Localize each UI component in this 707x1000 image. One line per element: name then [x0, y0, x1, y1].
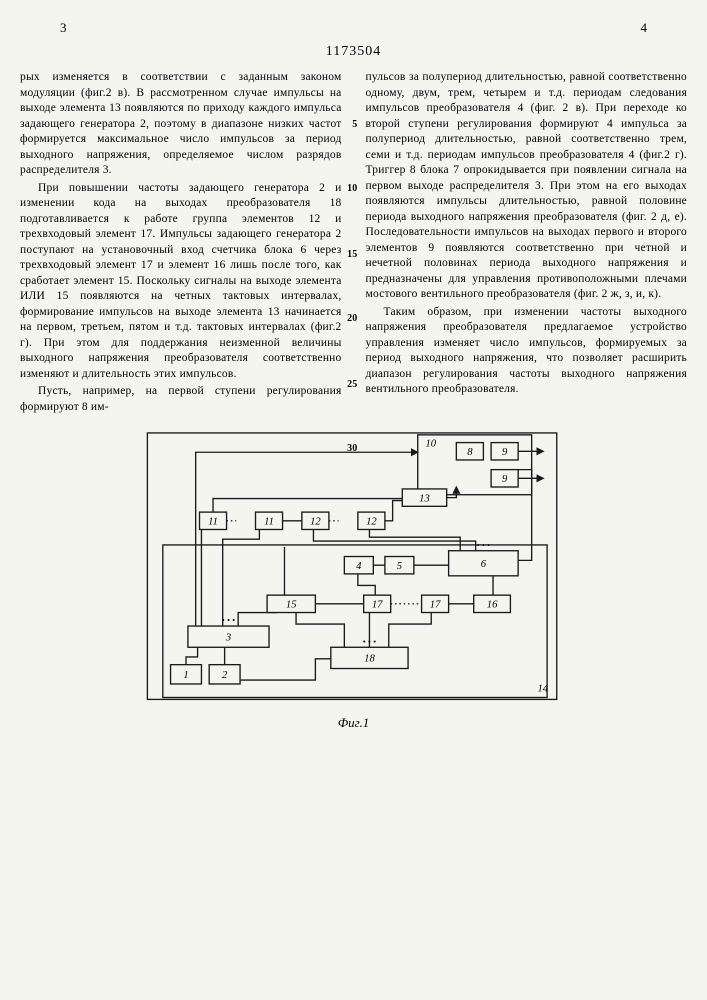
left-p1: рых изменяется в соответствии с заданным…	[20, 70, 342, 179]
svg-text:13: 13	[419, 494, 430, 505]
document-number: 1173504	[20, 44, 687, 60]
line-num: 10	[347, 182, 357, 196]
left-p3: Пусть, например, на первой ступени регул…	[20, 384, 342, 415]
svg-text:4: 4	[356, 561, 362, 572]
svg-text:16: 16	[486, 600, 497, 611]
line-num: 5	[352, 118, 357, 132]
line-num: 15	[347, 248, 357, 262]
line-num: 30	[347, 442, 357, 456]
svg-text:3: 3	[224, 633, 230, 644]
page-num-right: 4	[641, 20, 648, 36]
circuit-diagram: 123• • •456• • •899101111121213141516171…	[20, 431, 687, 731]
svg-text:15: 15	[285, 600, 296, 611]
text-columns: рых изменяется в соответствии с заданным…	[20, 70, 687, 417]
svg-text:5: 5	[396, 561, 401, 572]
page: 3 4 1173504 рых изменяется в соответстви…	[20, 20, 687, 731]
diagram-svg: 123• • •456• • •899101111121213141516171…	[124, 431, 584, 711]
svg-text:17: 17	[371, 600, 382, 611]
svg-text:2: 2	[221, 671, 227, 682]
left-column: рых изменяется в соответствии с заданным…	[20, 70, 342, 417]
svg-text:• • •: • • •	[362, 637, 375, 647]
right-p1: пульсов за полупериод длительностью, рав…	[366, 70, 688, 303]
svg-text:9: 9	[501, 475, 507, 486]
right-column: пульсов за полупериод длительностью, рав…	[366, 70, 688, 417]
page-header: 3 4	[20, 20, 687, 36]
figure-label: Фиг.1	[20, 715, 687, 731]
svg-text:12: 12	[310, 517, 321, 528]
svg-text:12: 12	[366, 517, 377, 528]
svg-text:9: 9	[501, 447, 507, 458]
svg-text:11: 11	[264, 517, 274, 528]
line-num: 25	[347, 378, 357, 392]
svg-text:10: 10	[425, 439, 436, 450]
svg-text:11: 11	[208, 517, 218, 528]
svg-text:6: 6	[480, 559, 486, 570]
svg-text:14: 14	[537, 684, 548, 695]
svg-text:• • •: • • •	[221, 615, 234, 625]
svg-text:8: 8	[467, 447, 473, 458]
page-num-left: 3	[60, 20, 67, 36]
left-p2: При повышении частоты задающего генерато…	[20, 181, 342, 383]
svg-text:17: 17	[429, 600, 440, 611]
svg-text:18: 18	[364, 654, 375, 665]
line-num: 20	[347, 312, 357, 326]
svg-text:1: 1	[183, 671, 188, 682]
right-p2: Таким образом, при изменении частоты вых…	[366, 305, 688, 398]
